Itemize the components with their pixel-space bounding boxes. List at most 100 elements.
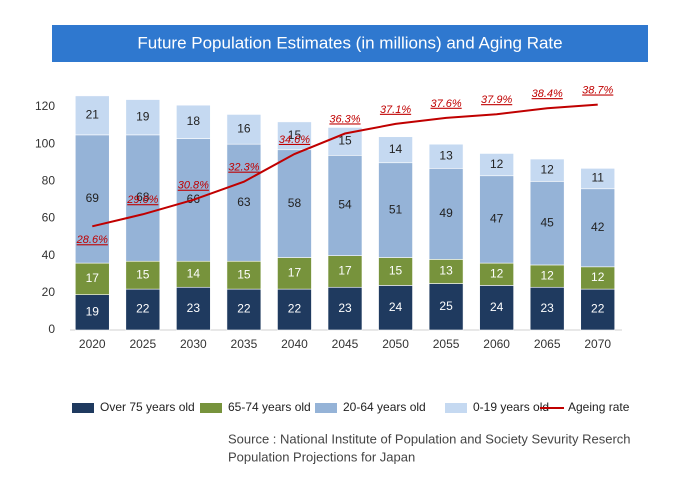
x-tick-label: 2020 <box>79 337 106 351</box>
bar-segment <box>529 158 565 182</box>
x-tick-label: 2055 <box>433 337 460 351</box>
title-box <box>52 25 648 62</box>
data-label: 63 <box>237 195 251 209</box>
bar-segment <box>580 288 616 331</box>
bar-segment <box>74 262 110 295</box>
data-label: 15 <box>389 264 403 278</box>
data-label: 22 <box>288 302 302 316</box>
bar-segment <box>428 168 464 260</box>
data-label: 47 <box>490 212 504 226</box>
y-tick-label: 120 <box>35 99 55 113</box>
data-label: 19 <box>136 109 150 123</box>
bar-segment <box>74 294 110 331</box>
source-line: Population Projections for Japan <box>228 449 415 464</box>
data-label: 24 <box>490 300 504 314</box>
bar-segment <box>378 257 413 286</box>
x-tick-label: 2070 <box>584 337 611 351</box>
data-label: 19 <box>86 305 100 319</box>
bar-segment <box>428 259 464 284</box>
data-label: 69 <box>86 191 100 205</box>
data-label: 23 <box>541 301 555 315</box>
bar-segment <box>327 155 363 256</box>
bar-segment <box>327 255 363 288</box>
bar-segment <box>277 288 312 331</box>
bar-segment <box>125 134 161 262</box>
data-label: 14 <box>187 266 201 280</box>
legend-label: 20-64 years old <box>343 400 426 414</box>
data-label: 68 <box>136 190 150 204</box>
bar-segment <box>176 260 211 288</box>
line-data-label: 30.8% <box>178 180 209 192</box>
data-label: 24 <box>389 300 403 314</box>
data-label: 23 <box>187 301 201 315</box>
bar-segment <box>125 99 161 136</box>
line-data-label: 37.1% <box>380 104 411 116</box>
data-label: 22 <box>237 302 251 316</box>
x-tick-label: 2065 <box>534 337 561 351</box>
data-label: 12 <box>541 162 555 176</box>
data-label: 49 <box>439 206 453 220</box>
legend-label: Ageing rate <box>568 400 630 414</box>
x-tick-label: 2050 <box>382 337 409 351</box>
line-data-label: 28.6% <box>76 234 108 246</box>
legend-swatch <box>445 403 467 413</box>
data-label: 15 <box>288 128 302 142</box>
source-line: Source : National Institute of Populatio… <box>228 431 631 446</box>
data-label: 22 <box>136 302 150 316</box>
bar-segment <box>378 285 413 331</box>
bar-segment <box>378 136 413 164</box>
legend-label: Over 75 years old <box>100 400 195 414</box>
data-label: 12 <box>591 270 605 284</box>
y-tick-label: 20 <box>42 285 56 299</box>
data-label: 25 <box>439 299 453 313</box>
data-label: 15 <box>136 267 150 281</box>
x-tick-label: 2060 <box>483 337 510 351</box>
x-tick-label: 2035 <box>231 337 258 351</box>
data-label: 13 <box>439 148 453 162</box>
bar-segment <box>479 285 514 331</box>
data-label: 23 <box>338 301 352 315</box>
data-label: 22 <box>591 302 605 316</box>
y-tick-label: 100 <box>35 136 55 150</box>
data-label: 12 <box>541 268 555 282</box>
data-label: 12 <box>490 266 504 280</box>
data-label: 12 <box>490 157 504 171</box>
line-data-label: 37.6% <box>430 98 461 110</box>
y-tick-label: 0 <box>48 322 55 336</box>
data-label: 17 <box>86 271 100 285</box>
x-tick-label: 2040 <box>281 337 308 351</box>
line-data-label: 38.7% <box>582 84 613 96</box>
data-label: 51 <box>389 202 403 216</box>
bar-segment <box>428 283 464 331</box>
x-tick-label: 2030 <box>180 337 207 351</box>
data-label: 45 <box>541 215 555 229</box>
chart-title: Future Population Estimates (in millions… <box>137 33 562 52</box>
data-label: 15 <box>237 267 251 281</box>
line-data-label: 38.4% <box>532 88 563 100</box>
bar-segment <box>125 288 161 331</box>
bar-segment <box>277 121 312 151</box>
bar-segment <box>277 149 312 258</box>
line-data-label: 32.3% <box>228 162 259 174</box>
bar-segment <box>580 168 616 190</box>
legend-swatch <box>315 403 337 413</box>
bar-segment <box>529 286 565 331</box>
bar-segment <box>226 260 262 290</box>
bar-segment <box>176 286 211 331</box>
x-tick-label: 2045 <box>332 337 359 351</box>
line-data-label: 36.3% <box>329 113 360 125</box>
bar-segment <box>529 181 565 266</box>
data-label: 16 <box>237 121 251 135</box>
data-label: 18 <box>187 114 201 128</box>
bar-segment <box>125 260 161 290</box>
line-series <box>92 103 598 228</box>
data-label: 42 <box>591 220 605 234</box>
bar-segment <box>277 257 312 290</box>
bar-segment <box>226 288 262 331</box>
y-tick-label: 40 <box>42 248 56 262</box>
bar-segment <box>428 143 464 169</box>
y-tick-label: 80 <box>42 174 56 188</box>
line-data-label: 37.9% <box>481 94 512 106</box>
legend-label: 0-19 years old <box>473 400 549 414</box>
